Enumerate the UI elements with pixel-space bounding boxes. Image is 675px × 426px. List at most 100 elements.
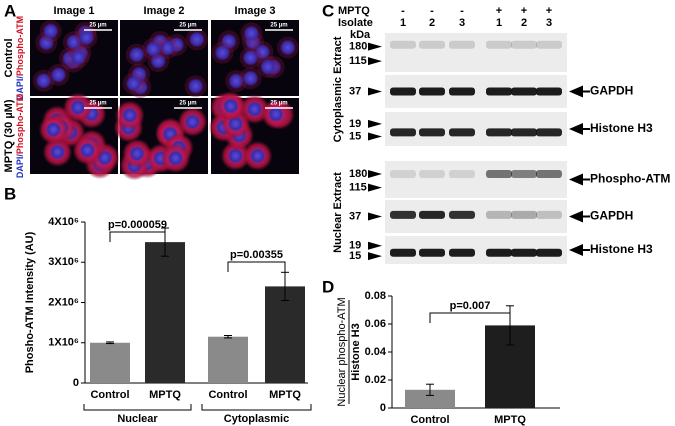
band [536,87,562,96]
panel-label: A [4,1,16,20]
x-tick-label: Control [90,389,129,401]
p-value: p=0.000059 [108,219,167,231]
isolate: 3 [459,17,465,29]
band [390,87,416,96]
band [486,210,512,219]
micrographs: 25 µm 25 µm 25 µm 25 µm 25 µm 25 µm [30,20,299,181]
stain-dapi: DAPI/ [15,154,25,179]
band [486,40,512,49]
nucleus [65,34,82,51]
column-header: Image 1 [54,5,95,17]
y-tick-label: 0 [73,377,79,389]
unit: kDa [350,29,371,41]
scale-bar-label: 25 µm [89,23,106,29]
row-header: MPTQ [338,5,370,17]
target-label: Histone H3 [590,242,653,256]
marker-arrow [368,252,382,261]
bar [208,336,248,383]
bar [405,389,455,408]
scale-bar-label: 25 µm [270,23,287,29]
band [390,248,416,257]
treatment: + [546,5,552,17]
band [536,210,562,219]
x-tick-label: MPTQ [269,389,301,401]
band [511,210,537,219]
y-tick-label: 0.04 [365,346,387,358]
band [449,248,475,257]
band [449,210,475,219]
band [449,169,475,178]
x-tick-label: Control [410,414,449,426]
sig-bracket [429,312,511,323]
isolate: 2 [521,17,527,29]
stain-atm: Phospho-ATM [15,94,25,154]
bar [265,286,305,383]
scale-bar-label: 25 µm [179,101,196,107]
target-arrow [569,85,590,98]
band [390,169,416,178]
band [511,169,537,178]
group-label: Nuclear [117,413,158,425]
y-tick-label: 0.02 [365,374,386,386]
x-tick-label: MPTQ [494,414,526,426]
nucleus [45,121,62,138]
nucleus [159,39,176,56]
row-header: Isolate [338,17,373,29]
y-label: Histone H3 [350,323,362,380]
nucleus [187,78,204,95]
nucleus [125,75,142,92]
scale-bar-label: 25 µm [89,101,106,107]
band [419,40,445,49]
nucleus [128,46,145,63]
target-arrow [569,173,590,186]
nucleus [242,70,259,87]
nucleus [129,145,146,162]
y-label: Nuclear phospho-ATM [336,297,348,406]
column-header: Image 2 [144,5,185,17]
nucleus [188,31,205,48]
isolate: 1 [400,17,406,29]
nucleus [214,44,231,61]
stain-dapi: DAPI/ [15,76,25,101]
marker-arrow [368,119,382,128]
column-header: Image 3 [235,5,276,17]
isolate: 3 [546,17,552,29]
nucleus [242,49,259,66]
panel-label: D [322,277,334,296]
p-value: p=0.00355 [230,249,283,261]
band [536,128,562,137]
treatment: + [521,5,527,17]
nucleus [79,142,96,159]
y-tick-label: 3X10⁶ [48,256,79,268]
p-value: p=0.007 [450,300,491,312]
target-label: GAPDH [590,84,633,98]
nucleus [184,113,201,130]
bar [145,242,185,383]
band [511,248,537,257]
band [419,87,445,96]
isolate: 1 [496,17,502,29]
marker-arrow [368,42,382,51]
marker: 19 [349,240,361,252]
marker: 15 [349,130,361,142]
nucleus [222,98,239,115]
target-arrow [569,244,590,256]
band [419,248,445,257]
section-label: Nuclear Extract [332,172,344,253]
band [511,128,537,137]
row-label: Control [3,38,15,77]
marker: 37 [349,210,361,222]
group-bracket [83,404,192,411]
band [486,169,512,178]
marker: 180 [349,41,367,53]
treatment: - [401,5,405,17]
nucleus [167,150,184,167]
nucleus [78,29,95,46]
band [511,40,537,49]
nucleus [35,72,52,89]
treatment: + [496,5,502,17]
section-label: Cytoplasmic Extract [332,36,344,142]
nucleus [49,143,66,160]
band [511,87,537,96]
